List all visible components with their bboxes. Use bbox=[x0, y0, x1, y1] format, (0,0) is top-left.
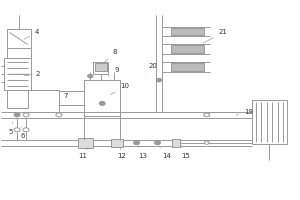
Circle shape bbox=[154, 141, 160, 145]
Bar bbox=[7, 28, 31, 48]
Text: 6: 6 bbox=[20, 127, 25, 139]
Bar bbox=[172, 139, 180, 147]
Text: 10: 10 bbox=[111, 83, 129, 95]
Bar bbox=[4, 58, 31, 90]
Circle shape bbox=[14, 128, 20, 132]
Circle shape bbox=[204, 141, 209, 144]
Text: 12: 12 bbox=[117, 148, 126, 159]
Bar bbox=[171, 63, 204, 71]
Text: 14: 14 bbox=[159, 146, 171, 159]
Bar bbox=[251, 100, 287, 144]
Circle shape bbox=[14, 113, 20, 117]
Circle shape bbox=[156, 78, 162, 82]
Bar bbox=[78, 138, 93, 148]
Text: 11: 11 bbox=[78, 148, 87, 159]
Bar bbox=[93, 62, 108, 74]
Text: 19: 19 bbox=[236, 109, 253, 115]
Circle shape bbox=[23, 113, 29, 117]
Bar bbox=[171, 45, 204, 53]
Bar bbox=[171, 28, 204, 35]
Text: 9: 9 bbox=[108, 67, 119, 76]
Bar bbox=[111, 139, 123, 147]
Text: 2: 2 bbox=[24, 71, 39, 77]
Text: 7: 7 bbox=[60, 93, 68, 102]
Circle shape bbox=[56, 113, 62, 117]
Text: 21: 21 bbox=[203, 29, 228, 43]
Bar bbox=[84, 80, 120, 116]
Text: 5: 5 bbox=[8, 122, 13, 135]
Circle shape bbox=[134, 141, 140, 145]
Circle shape bbox=[23, 128, 29, 132]
Bar bbox=[95, 63, 107, 71]
Text: 20: 20 bbox=[146, 63, 158, 74]
Text: 8: 8 bbox=[104, 49, 117, 62]
Text: 4: 4 bbox=[24, 29, 39, 39]
Text: 13: 13 bbox=[138, 146, 147, 159]
Text: 15: 15 bbox=[182, 146, 190, 159]
Circle shape bbox=[88, 74, 93, 78]
Circle shape bbox=[99, 101, 105, 105]
Circle shape bbox=[204, 113, 209, 117]
